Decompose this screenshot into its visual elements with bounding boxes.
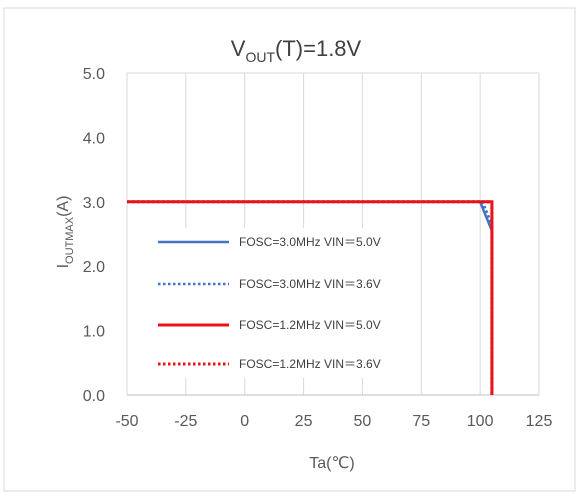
- series-line-4: [127, 200, 494, 395]
- y-tick-label: 3.0: [83, 195, 105, 212]
- x-tick-label: -25: [174, 413, 197, 430]
- y-tick-label: 4.0: [83, 130, 105, 147]
- y-tick-label: 1.0: [83, 324, 105, 341]
- legend-background: [150, 228, 418, 378]
- x-tick-label: 100: [467, 413, 494, 430]
- legend-label-4: FOSC=1.2MHz VIN＝3.6V: [239, 357, 381, 371]
- x-tick-label: 25: [295, 413, 313, 430]
- x-tick-label: -50: [115, 413, 138, 430]
- series-layer: [127, 200, 494, 395]
- y-axis-title: IOUTMAX(A): [55, 196, 76, 269]
- legend-label-1: FOSC=3.0MHz VIN＝5.0V: [239, 235, 381, 249]
- legend: FOSC=3.0MHz VIN＝5.0V FOSC=3.0MHz VIN＝3.6V…: [150, 228, 418, 378]
- x-axis-title: Ta(℃): [309, 455, 355, 472]
- y-tick-labels: 0.0 1.0 2.0 3.0 4.0 5.0: [83, 66, 105, 405]
- x-tick-label: 50: [354, 413, 372, 430]
- chart-title-main: V: [231, 36, 246, 61]
- y-tick-label: 2.0: [83, 259, 105, 276]
- y-axis-title-rest: (A): [55, 196, 72, 217]
- y-tick-label: 5.0: [83, 66, 105, 83]
- x-tick-label: 0: [240, 413, 249, 430]
- x-tick-label: 125: [526, 413, 553, 430]
- chart-title-rest: (T)=1.8V: [275, 36, 362, 61]
- y-axis-title-main: I: [55, 264, 72, 268]
- y-tick-label: 0.0: [83, 388, 105, 405]
- chart-title: VOUT(T)=1.8V: [231, 36, 362, 65]
- y-axis-title-sub: OUTMAX: [64, 216, 76, 264]
- legend-label-2: FOSC=3.0MHz VIN＝3.6V: [239, 277, 381, 291]
- legend-label-3: FOSC=1.2MHz VIN＝5.0V: [239, 318, 381, 332]
- chart-title-sub: OUT: [245, 49, 275, 65]
- grid-lines: [126, 72, 540, 395]
- x-tick-labels: -50 -25 0 25 50 75 100 125: [115, 413, 552, 430]
- x-tick-label: 75: [412, 413, 430, 430]
